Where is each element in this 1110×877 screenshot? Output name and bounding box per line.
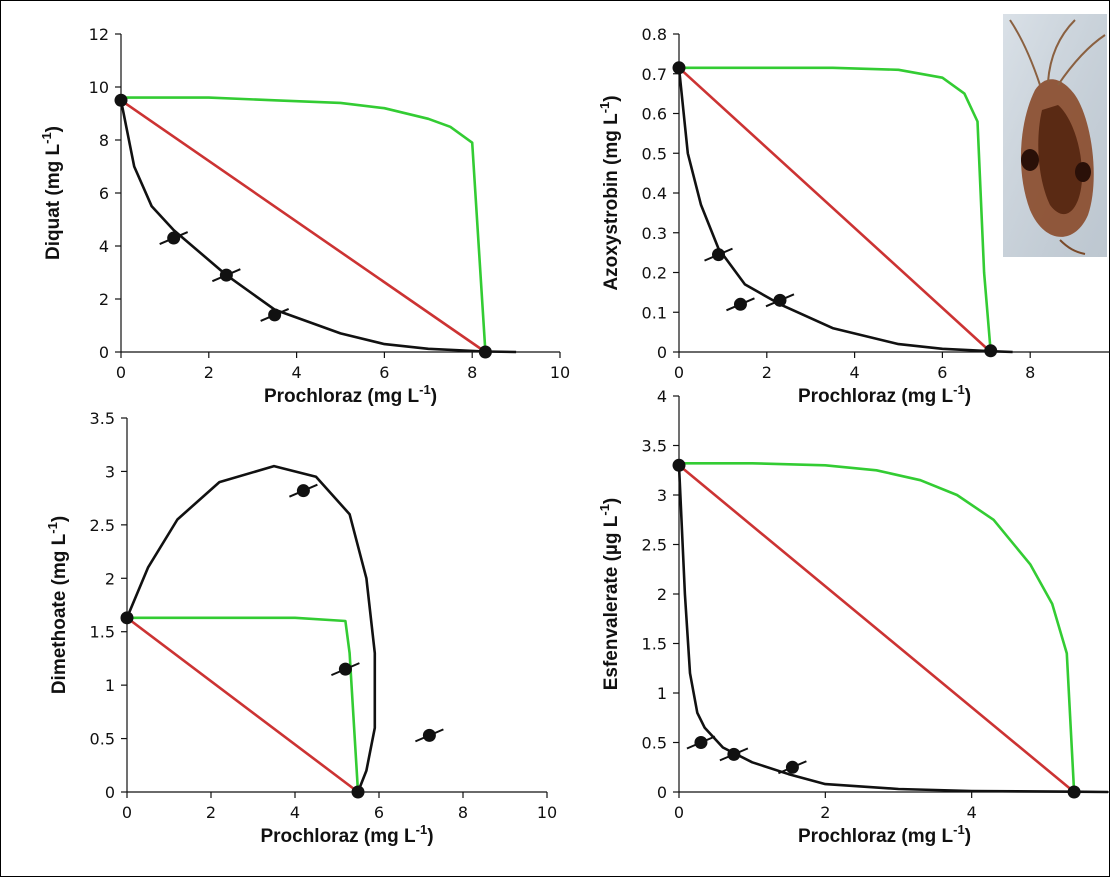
data-point bbox=[712, 248, 726, 262]
x-tick-label: 6 bbox=[379, 363, 389, 382]
data-point bbox=[984, 344, 998, 358]
y-tick-label: 3.5 bbox=[642, 437, 667, 456]
green-isobole-line bbox=[127, 616, 360, 793]
panel-top-left: 0 2 4 6 8 10 12 0 2 4 6 8 10 Prochloraz (mg L-1) Diqua… bbox=[39, 25, 570, 407]
data-point bbox=[338, 662, 352, 676]
x-axis-label: Prochloraz (mg L-1) bbox=[798, 382, 971, 407]
x-tick-label: 4 bbox=[967, 803, 977, 822]
red-additivity-line bbox=[120, 99, 487, 354]
data-point bbox=[785, 760, 799, 774]
data-point bbox=[167, 231, 181, 245]
y-tick-label: 0.8 bbox=[642, 25, 667, 44]
y-tick-label: 0 bbox=[99, 343, 109, 362]
y-axis-label: Dimethoate (mg L-1) bbox=[45, 516, 70, 694]
y-tick-label: 0.2 bbox=[642, 264, 667, 283]
x-tick-label: 0 bbox=[674, 363, 684, 382]
data-point bbox=[773, 293, 787, 307]
y-axis-label: Diquat (mg L-1) bbox=[39, 126, 64, 260]
y-tick-label: 0.3 bbox=[642, 224, 667, 243]
panel-bottom-right: 00.511.522.533.540246Prochloraz (mg L-1)… bbox=[597, 387, 1110, 847]
x-tick-label: 10 bbox=[1108, 363, 1110, 382]
red-additivity-line bbox=[678, 464, 1075, 794]
y-tick-label: 1 bbox=[105, 676, 115, 695]
data-point bbox=[694, 736, 708, 749]
y-tick-label: 12 bbox=[89, 25, 109, 44]
y-tick-label: 0.5 bbox=[642, 144, 667, 163]
data-point bbox=[672, 458, 686, 472]
y-tick-label: 0.7 bbox=[642, 65, 667, 84]
y-tick-label: 3 bbox=[657, 486, 667, 505]
x-axis-label: Prochloraz (mg L-1) bbox=[798, 822, 971, 847]
y-tick-label: 3.5 bbox=[90, 409, 115, 428]
data-point bbox=[733, 297, 747, 311]
x-tick-label: 8 bbox=[467, 363, 477, 382]
y-tick-label: 6 bbox=[99, 184, 109, 203]
x-tick-label: 6 bbox=[937, 363, 947, 382]
y-tick-label: 2 bbox=[99, 290, 109, 309]
green-isobole-line bbox=[679, 462, 1076, 793]
data-point bbox=[1067, 785, 1081, 799]
data-point bbox=[296, 484, 310, 498]
data-point bbox=[120, 611, 134, 625]
x-tick-label: 0 bbox=[116, 363, 126, 382]
x-tick-label: 10 bbox=[537, 803, 557, 822]
y-tick-label: 2.5 bbox=[642, 536, 667, 555]
y-tick-label: 2 bbox=[657, 585, 667, 604]
black-fitted-isobole-line bbox=[119, 100, 517, 354]
y-tick-label: 0.5 bbox=[642, 734, 667, 753]
y-tick-label: 0.6 bbox=[642, 105, 667, 124]
y-tick-label: 8 bbox=[99, 131, 109, 150]
y-tick-label: 4 bbox=[99, 237, 109, 256]
y-tick-label: 0.4 bbox=[642, 184, 667, 203]
panel-top-right: 0 0.1 0.2 0.3 0.4 0.5 0.6 0.7 0.8 0 2 4 6 8 10 Prochlor… bbox=[597, 25, 1110, 407]
x-tick-label: 0 bbox=[122, 803, 132, 822]
x-tick-label: 2 bbox=[204, 363, 214, 382]
y-tick-label: 10 bbox=[89, 78, 109, 97]
y-tick-label: 1.5 bbox=[90, 623, 115, 642]
y-tick-label: 0 bbox=[657, 783, 667, 802]
red-additivity-line bbox=[678, 66, 992, 353]
y-tick-label: 4 bbox=[657, 387, 667, 406]
x-axis-label: Prochloraz (mg L-1) bbox=[264, 382, 437, 407]
data-point bbox=[672, 61, 686, 75]
x-tick-label: 8 bbox=[458, 803, 468, 822]
data-point bbox=[114, 93, 128, 107]
red-additivity-line bbox=[126, 616, 359, 794]
y-tick-label: 2 bbox=[105, 569, 115, 588]
x-tick-label: 10 bbox=[550, 363, 570, 382]
x-tick-label: 2 bbox=[762, 363, 772, 382]
y-tick-label: 3 bbox=[105, 462, 115, 481]
y-axis-label: Azoxystrobin (mg L-1) bbox=[597, 95, 622, 290]
data-point bbox=[351, 785, 365, 799]
data-point bbox=[268, 308, 282, 322]
y-tick-label: 1.5 bbox=[642, 635, 667, 654]
y-tick-label: 0.1 bbox=[642, 303, 667, 322]
x-tick-label: 6 bbox=[374, 803, 384, 822]
x-tick-label: 2 bbox=[206, 803, 216, 822]
data-point bbox=[219, 268, 233, 282]
x-tick-label: 4 bbox=[290, 803, 300, 822]
black-fitted-isobole-line bbox=[125, 464, 377, 793]
green-isobole-line bbox=[121, 96, 487, 353]
x-tick-label: 4 bbox=[850, 363, 860, 382]
y-tick-label: 0 bbox=[105, 783, 115, 802]
data-point bbox=[422, 728, 436, 742]
x-tick-label: 4 bbox=[292, 363, 302, 382]
x-axis-label: Prochloraz (mg L-1) bbox=[260, 822, 433, 847]
y-tick-label: 1 bbox=[657, 684, 667, 703]
x-tick-label: 0 bbox=[674, 803, 684, 822]
panel-bottom-left: 0 0.5 1 1.5 2 2.5 3 3.5 0 2 4 6 8 10 Prochloraz (mg L-… bbox=[45, 409, 557, 847]
y-tick-label: 0 bbox=[657, 343, 667, 362]
data-point bbox=[478, 345, 492, 359]
y-axis-label: Esfenvalerate (µg L-1) bbox=[597, 498, 622, 691]
x-tick-label: 2 bbox=[820, 803, 830, 822]
y-tick-label: 0.5 bbox=[90, 730, 115, 749]
daphnia-photo bbox=[1003, 14, 1107, 257]
x-tick-label: 8 bbox=[1025, 363, 1035, 382]
green-isobole-line bbox=[679, 66, 992, 353]
black-fitted-isobole-line bbox=[677, 465, 1109, 794]
y-tick-label: 2.5 bbox=[90, 516, 115, 535]
data-point bbox=[727, 747, 741, 761]
